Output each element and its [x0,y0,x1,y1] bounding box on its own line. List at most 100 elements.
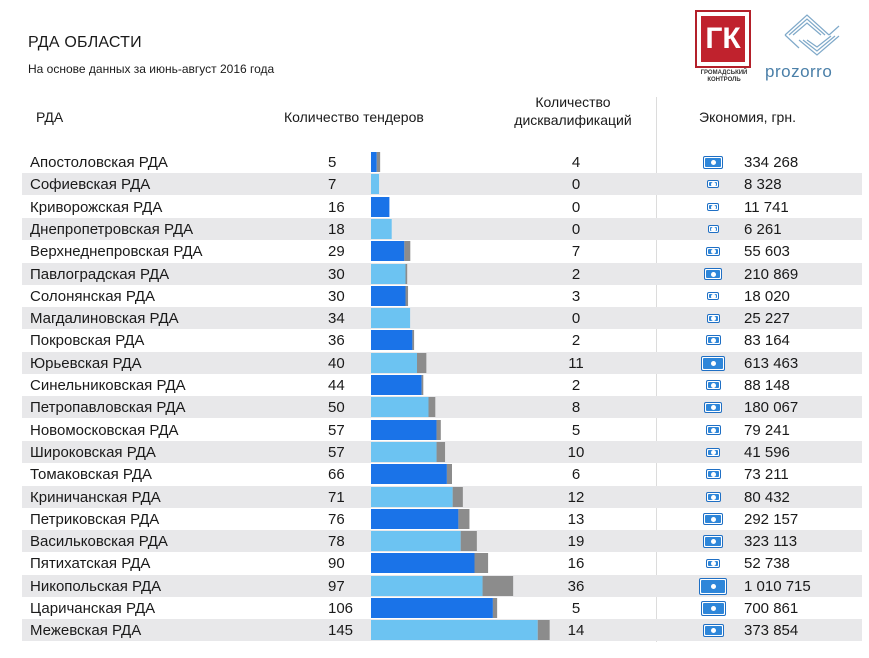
row-disqualifications: 36 [567,578,585,595]
row-disqualifications: 12 [567,489,585,506]
table-row: Томаковская РДА 66 6 73 211 [22,463,862,485]
row-disqualifications: 5 [571,600,581,617]
row-economy: 25 227 [744,310,790,327]
row-name: Синельниковская РДА [30,377,186,394]
row-name: Васильковская РДА [30,533,168,550]
row-economy: 11 741 [744,199,789,216]
disqualifications-bar [376,152,381,172]
tenders-bar [371,464,447,484]
table-row: Синельниковская РДА 44 2 88 148 [22,374,862,396]
tenders-bar [371,375,422,395]
disqualifications-bar [428,397,436,417]
row-economy: 210 869 [744,266,799,283]
row-tenders: 71 [328,489,345,506]
money-icon [705,425,721,435]
money-icon [706,314,720,323]
row-economy: 73 211 [744,466,789,483]
row-disqualifications: 2 [571,266,581,283]
money-icon [704,402,722,413]
table-row: Петриковская РДА 76 13 292 157 [22,508,862,530]
disqualifications-bar [458,509,470,529]
tenders-bar [371,442,437,462]
column-header-disqualifications: Количество дисквалификаций [500,93,646,129]
row-name: Широковская РДА [30,444,156,461]
row-tenders: 36 [328,332,345,349]
row-name: Юрьевская РДА [30,355,142,372]
row-disqualifications: 3 [571,288,581,305]
disqualifications-bar [405,286,409,306]
table-row: Юрьевская РДА 40 11 613 463 [22,352,862,374]
table-row: Новомосковская РДА 57 5 79 241 [22,419,862,441]
row-name: Томаковская РДА [30,466,153,483]
row-tenders: 57 [328,444,345,461]
money-icon [703,513,723,525]
prozorro-logo: prozorro [765,10,865,86]
money-icon [699,578,727,595]
row-disqualifications: 16 [567,555,585,572]
row-tenders: 50 [328,399,345,416]
row-name: Днепропетровская РДА [30,221,194,238]
disqualifications-bar [404,241,411,261]
money-icon [704,268,722,280]
disqualifications-bar [537,620,550,640]
row-economy: 6 261 [744,221,782,238]
row-tenders: 7 [328,176,337,193]
tenders-bar [371,397,429,417]
disqualifications-bar [446,464,452,484]
row-economy: 52 738 [744,555,790,572]
row-tenders: 29 [328,243,345,260]
money-icon [707,292,719,300]
row-economy: 334 268 [744,154,799,171]
row-name: Криничанская РДА [30,489,161,506]
row-disqualifications: 19 [567,533,585,550]
row-tenders: 66 [328,466,345,483]
money-icon [705,469,721,479]
row-disqualifications: 11 [568,355,584,372]
tenders-bar [371,509,459,529]
row-tenders: 30 [328,288,345,305]
row-disqualifications: 2 [571,332,581,349]
tenders-bar [371,598,493,618]
table-row: Апостоловская РДА 5 4 334 268 [22,151,862,173]
table-row: Павлоградская РДА 30 2 210 869 [22,263,862,285]
row-name: Солонянская РДА [30,288,155,305]
money-icon [705,335,721,345]
table-row: Петропавловская РДА 50 8 180 067 [22,396,862,418]
tenders-bar [371,576,483,596]
gk-logo-text: ГК [701,16,745,62]
page-title: РДА ОБЛАСТИ [28,34,142,51]
table-row: Пятихатская РДА 90 16 52 738 [22,552,862,574]
disqualifications-bar [417,353,427,373]
money-icon [707,225,719,233]
row-tenders: 16 [328,199,345,216]
table-row: Верхнеднепровская РДА 29 7 55 603 [22,240,862,262]
money-icon [706,247,720,256]
row-tenders: 30 [328,266,345,283]
table-row: Царичанская РДА 106 5 700 861 [22,597,862,619]
disqualifications-bar [482,576,514,596]
row-name: Новомосковская РДА [30,422,179,439]
disqualifications-bar [460,531,477,551]
row-name: Криворожская РДА [30,199,163,216]
row-disqualifications: 5 [571,422,581,439]
row-tenders: 90 [328,555,345,572]
column-header-name: РДА [36,109,64,125]
row-economy: 79 241 [744,422,790,439]
gk-logo-mark: ГК [695,10,751,68]
tenders-bar [371,553,475,573]
tenders-bar [371,620,538,640]
tenders-bar [371,219,392,239]
table-row: Солонянская РДА 30 3 18 020 [22,285,862,307]
prozorro-logo-text: prozorro [765,62,833,81]
row-economy: 88 148 [744,377,790,394]
row-tenders: 5 [328,154,337,171]
row-disqualifications: 4 [571,154,581,171]
money-icon [707,203,719,211]
row-economy: 180 067 [744,399,799,416]
row-tenders: 57 [328,422,345,439]
row-name: Софиевская РДА [30,176,151,193]
row-economy: 373 854 [744,622,799,639]
tenders-bar [371,197,390,217]
money-icon [702,624,724,637]
